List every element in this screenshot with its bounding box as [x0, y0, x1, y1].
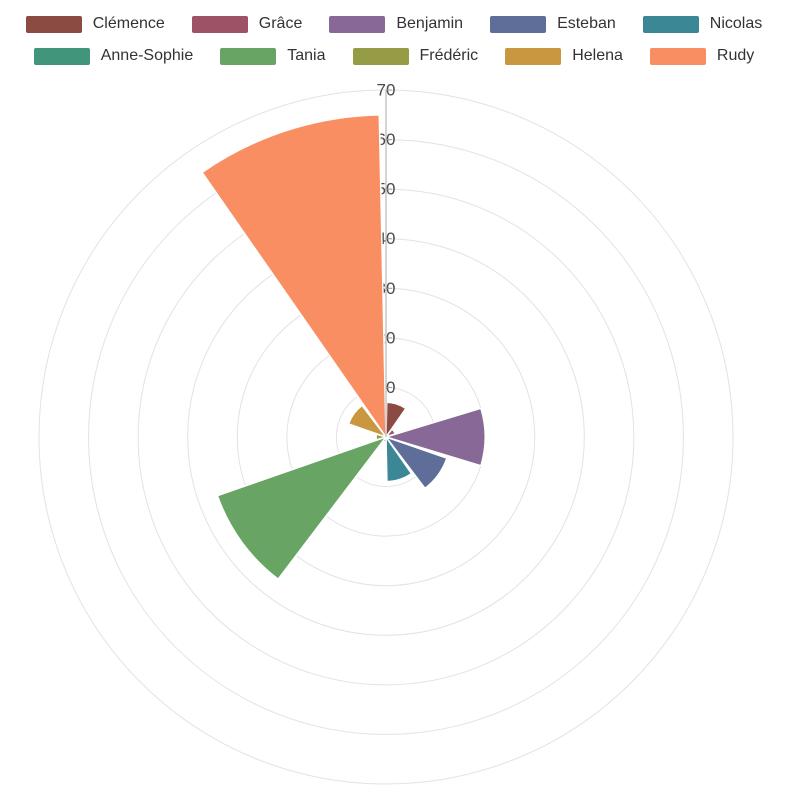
- legend-swatch-clemence: [25, 15, 82, 33]
- legend-swatch-benjamin: [329, 15, 386, 33]
- legend-swatch-grace: [191, 15, 248, 33]
- legend-item-anne-sophie[interactable]: Anne-Sophie: [33, 46, 194, 66]
- sector-nicolas[interactable]: [385, 436, 413, 483]
- legend-item-frederic[interactable]: Frédéric: [352, 46, 479, 66]
- sector-benjamin[interactable]: [385, 407, 486, 467]
- sector-rudy[interactable]: [201, 114, 387, 438]
- legend-item-benjamin[interactable]: Benjamin: [329, 14, 463, 34]
- legend-swatch-esteban: [490, 15, 547, 33]
- legend-swatch-rudy: [649, 47, 706, 65]
- legend-row-1: Clémence Grâce Benjamin Esteban Nicolas: [25, 14, 763, 34]
- legend-item-tania[interactable]: Tania: [220, 46, 326, 66]
- legend-label: Benjamin: [396, 15, 464, 32]
- legend-label: Tania: [287, 47, 326, 64]
- legend-swatch-frederic: [352, 47, 409, 65]
- legend-item-rudy[interactable]: Rudy: [649, 46, 755, 66]
- legend-label: Helena: [572, 47, 623, 64]
- sector-esteban[interactable]: [385, 436, 448, 490]
- legend-item-esteban[interactable]: Esteban: [490, 14, 616, 34]
- sector-tania[interactable]: [216, 436, 387, 580]
- legend-item-helena[interactable]: Helena: [505, 46, 623, 66]
- legend-swatch-anne-sophie: [33, 47, 90, 65]
- legend-swatch-tania: [220, 47, 277, 65]
- legend-label: Nicolas: [709, 15, 763, 32]
- legend-label: Frédéric: [419, 47, 479, 64]
- chart-legend: Clémence Grâce Benjamin Esteban Nicolas Anne…: [0, 14, 788, 66]
- legend-label: Anne-Sophie: [100, 47, 194, 64]
- legend-swatch-helena: [505, 47, 562, 65]
- legend-item-grace[interactable]: Grâce: [191, 14, 303, 34]
- sector-clemence[interactable]: [385, 401, 407, 438]
- legend-swatch-nicolas: [642, 15, 699, 33]
- sector-helena[interactable]: [347, 404, 387, 438]
- legend-row-2: Anne-Sophie Tania Frédéric Helena Rudy: [33, 46, 755, 66]
- legend-item-nicolas[interactable]: Nicolas: [642, 14, 763, 34]
- legend-label: Clémence: [92, 15, 165, 32]
- legend-label: Grâce: [258, 15, 303, 32]
- legend-label: Esteban: [557, 15, 616, 32]
- legend-label: Rudy: [716, 47, 755, 64]
- legend-item-clemence[interactable]: Clémence: [25, 14, 165, 34]
